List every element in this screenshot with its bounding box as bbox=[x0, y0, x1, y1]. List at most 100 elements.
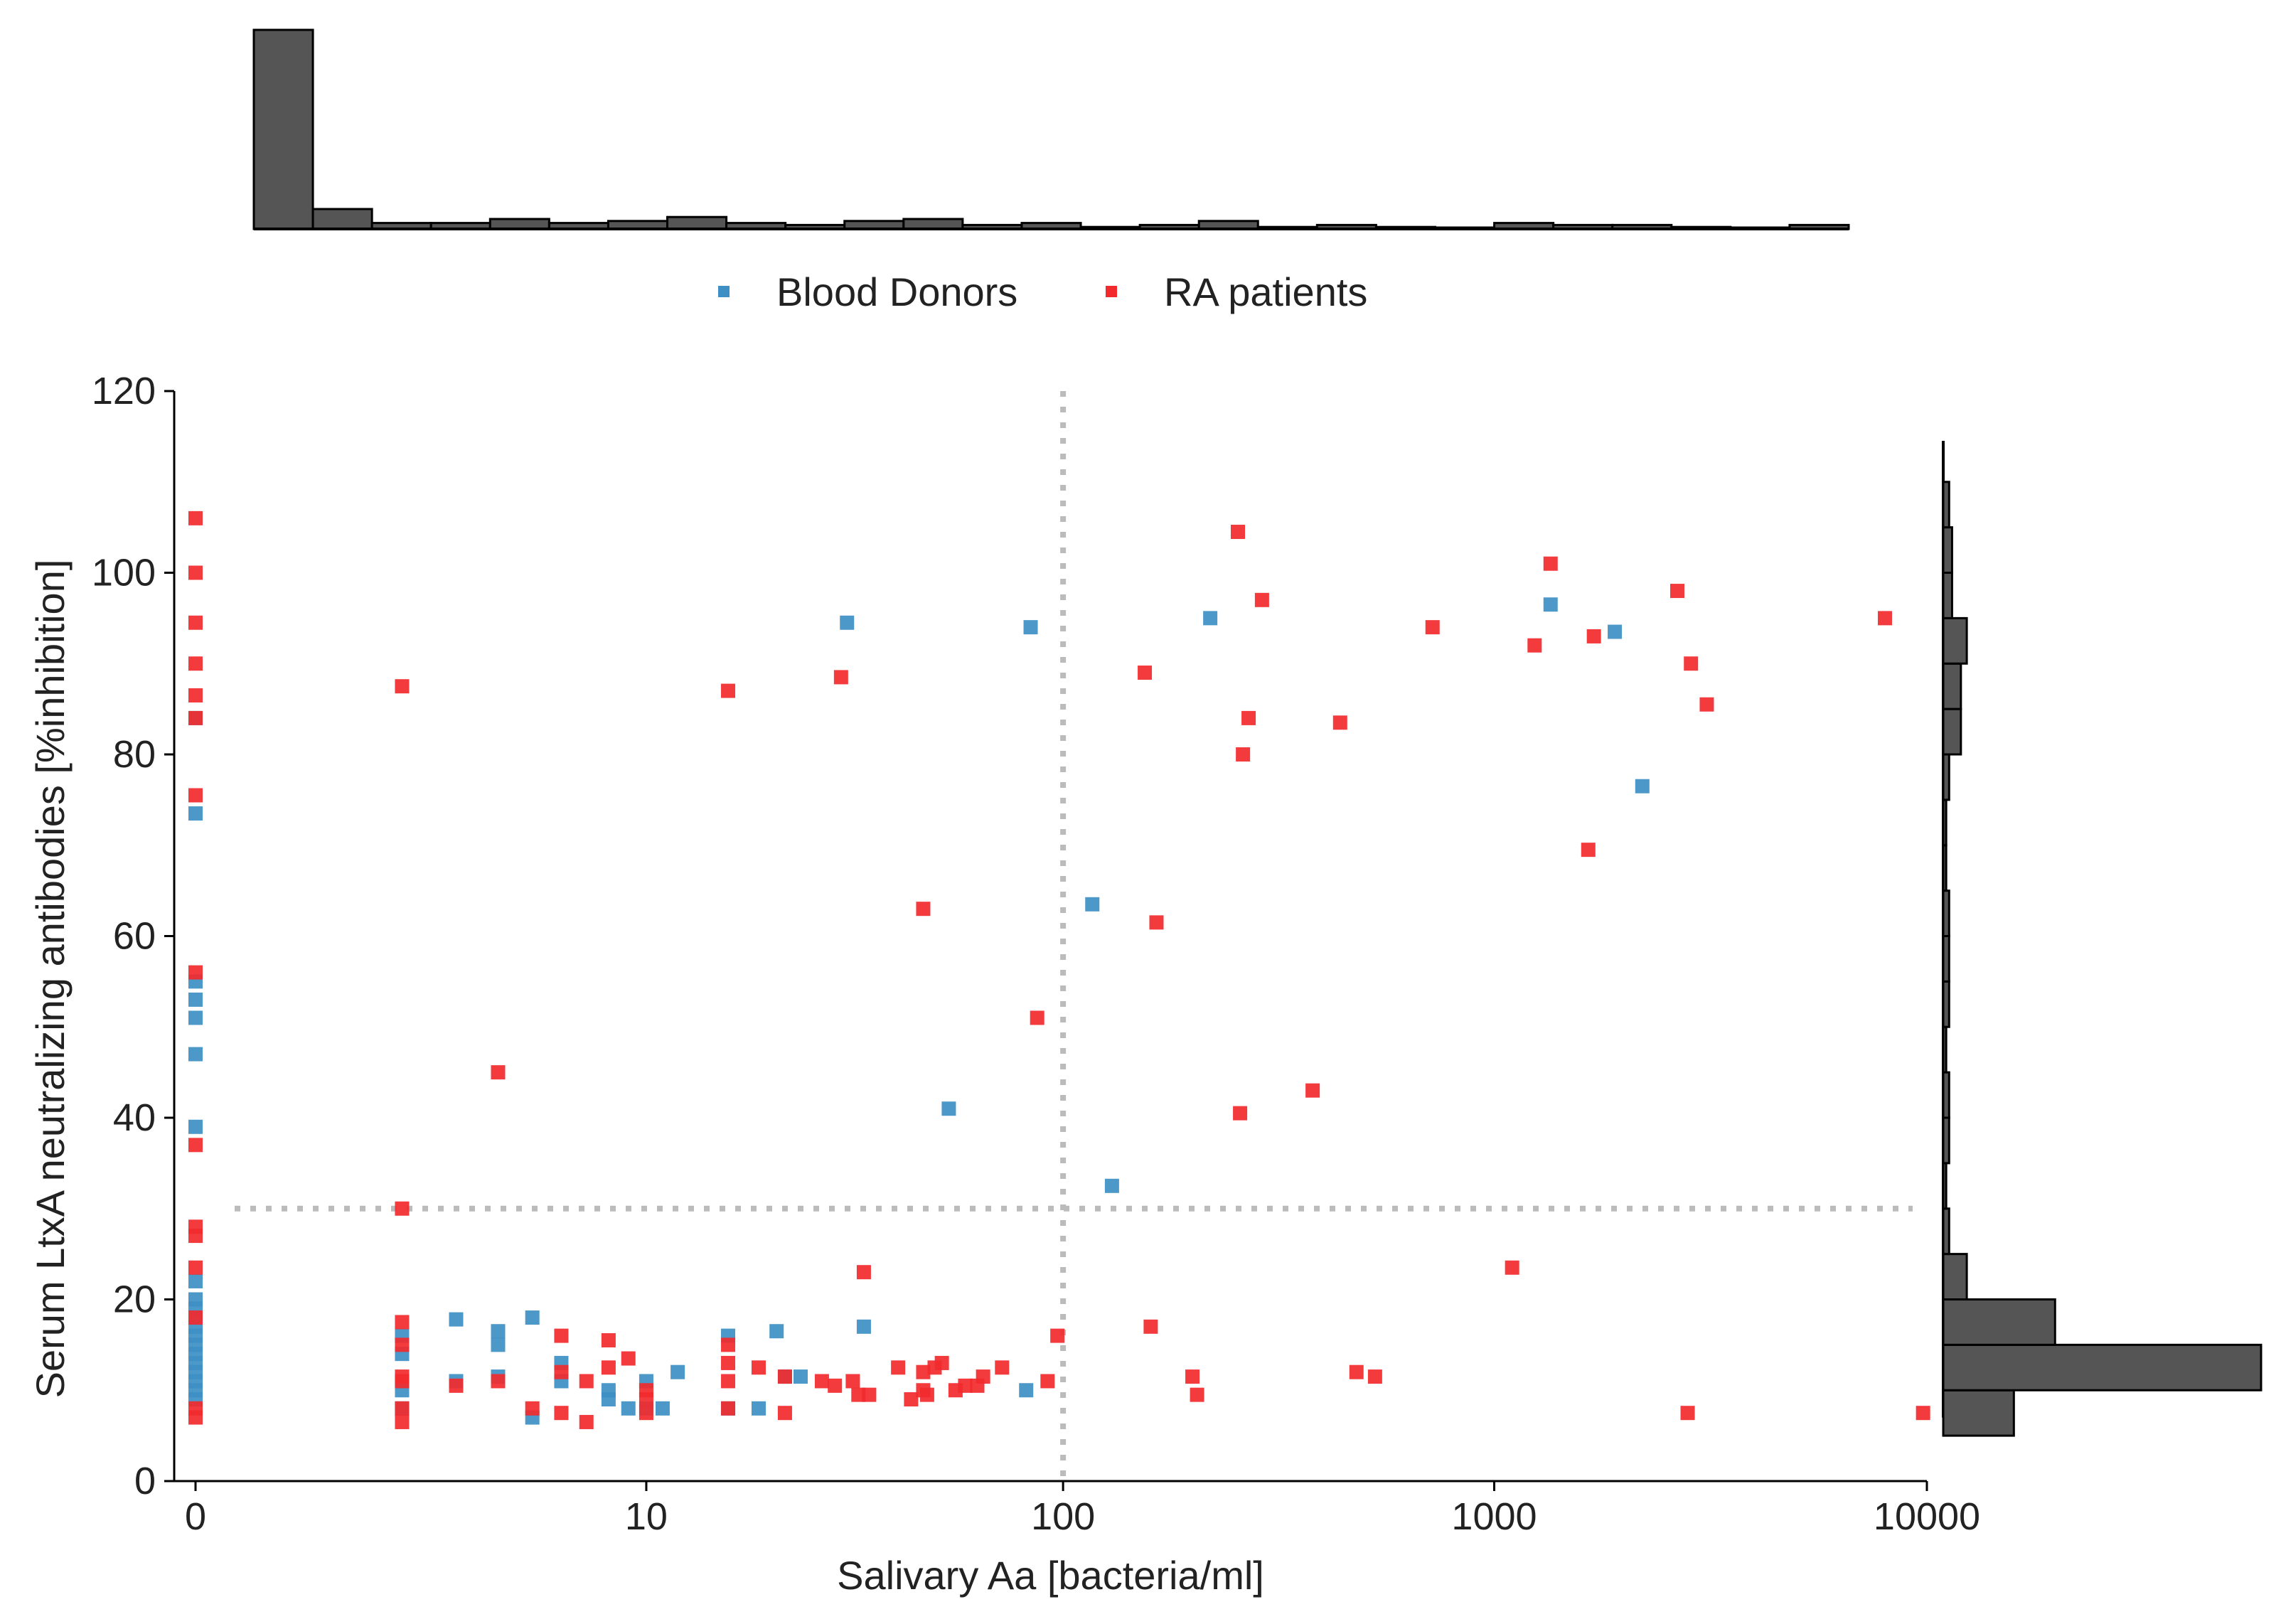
data-point bbox=[188, 1119, 203, 1134]
data-point bbox=[721, 1374, 736, 1389]
y-tick-label: 120 bbox=[92, 370, 156, 412]
x-tick-label: 10000 bbox=[1874, 1495, 1980, 1538]
right-histogram bbox=[1942, 441, 2262, 1437]
data-point bbox=[188, 965, 203, 980]
data-point bbox=[1203, 611, 1218, 626]
data-point bbox=[579, 1374, 594, 1389]
data-point bbox=[449, 1378, 464, 1393]
data-point bbox=[188, 1229, 203, 1244]
data-point bbox=[1104, 1178, 1119, 1193]
series-blood-donors bbox=[188, 597, 1650, 1425]
data-point bbox=[601, 1360, 616, 1375]
data-point bbox=[856, 1319, 871, 1334]
data-point bbox=[188, 1310, 203, 1325]
reference-lines bbox=[235, 391, 1913, 1481]
top-histogram-bar bbox=[666, 215, 728, 230]
right-histogram-bar bbox=[1942, 980, 1950, 1028]
data-point bbox=[1543, 597, 1558, 612]
data-point bbox=[1143, 1319, 1158, 1334]
data-point bbox=[845, 1374, 860, 1389]
data-point bbox=[554, 1364, 569, 1379]
right-histogram-bar bbox=[1942, 1116, 1950, 1165]
y-tick-label: 60 bbox=[113, 915, 156, 958]
data-point bbox=[1684, 656, 1699, 671]
right-histogram-bar bbox=[1942, 1071, 1950, 1119]
data-point bbox=[188, 565, 203, 580]
data-point bbox=[1505, 1260, 1519, 1275]
data-point bbox=[1185, 1369, 1200, 1384]
y-tick-label: 40 bbox=[113, 1096, 156, 1139]
right-histogram-bar bbox=[1942, 844, 1948, 892]
data-point bbox=[1236, 747, 1251, 762]
data-point bbox=[1019, 1383, 1034, 1398]
top-histogram-bar bbox=[252, 28, 314, 230]
data-point bbox=[188, 511, 203, 525]
data-point bbox=[958, 1378, 973, 1393]
data-point bbox=[995, 1360, 1010, 1375]
data-point bbox=[655, 1401, 670, 1416]
data-point bbox=[621, 1401, 636, 1416]
data-point bbox=[1543, 556, 1558, 571]
top-histogram-bar bbox=[902, 218, 964, 230]
data-point bbox=[862, 1387, 877, 1402]
data-point bbox=[1050, 1328, 1065, 1343]
data-point bbox=[904, 1392, 919, 1407]
data-point bbox=[188, 788, 203, 803]
right-histogram-bar bbox=[1942, 662, 1962, 710]
right-histogram-bar bbox=[1942, 572, 1953, 619]
y-axis-label: Serum LtxA neutralizing antibodies [%inh… bbox=[28, 560, 73, 1399]
data-point bbox=[525, 1310, 540, 1325]
data-point bbox=[833, 670, 848, 685]
right-histogram-bar bbox=[1942, 753, 1950, 801]
legend: Blood Donors RA patients bbox=[718, 269, 1367, 314]
y-tick-label: 0 bbox=[134, 1460, 156, 1502]
data-point bbox=[976, 1369, 990, 1384]
right-histogram-bar bbox=[1942, 481, 1950, 529]
data-point bbox=[1680, 1406, 1695, 1421]
data-point bbox=[491, 1374, 506, 1389]
data-point bbox=[395, 1201, 410, 1216]
data-point bbox=[395, 1337, 410, 1352]
legend-label-blood-donors: Blood Donors bbox=[776, 269, 1017, 314]
data-point bbox=[721, 683, 736, 698]
data-point bbox=[601, 1332, 616, 1347]
data-point bbox=[721, 1355, 736, 1370]
data-point bbox=[188, 710, 203, 725]
data-point bbox=[188, 992, 203, 1007]
data-point bbox=[1040, 1374, 1055, 1389]
y-tick-label: 20 bbox=[113, 1278, 156, 1321]
data-point bbox=[1425, 620, 1440, 635]
top-histogram bbox=[252, 28, 1850, 230]
data-point bbox=[1233, 1106, 1248, 1121]
data-point bbox=[1635, 779, 1650, 794]
data-point bbox=[395, 1315, 410, 1330]
top-histogram-bar bbox=[311, 208, 373, 230]
right-histogram-bar bbox=[1942, 1162, 1948, 1210]
right-histogram-bar bbox=[1942, 1298, 2056, 1346]
data-point bbox=[1367, 1369, 1382, 1384]
data-point bbox=[769, 1324, 784, 1339]
data-point bbox=[828, 1378, 843, 1393]
data-point bbox=[919, 1387, 934, 1402]
data-point bbox=[579, 1414, 594, 1429]
data-point bbox=[916, 902, 931, 917]
data-point bbox=[188, 1273, 203, 1288]
data-point bbox=[491, 1324, 506, 1339]
data-point bbox=[721, 1337, 736, 1352]
data-point bbox=[1030, 1010, 1044, 1025]
x-axis-label: Salivary Aa [bacteria/ml] bbox=[837, 1553, 1264, 1598]
data-point bbox=[1023, 620, 1038, 635]
data-point bbox=[1608, 624, 1623, 639]
data-point bbox=[1586, 629, 1601, 643]
data-point bbox=[856, 1265, 871, 1280]
x-tick-label: 100 bbox=[1031, 1495, 1095, 1538]
data-point bbox=[188, 1260, 203, 1275]
data-point bbox=[188, 806, 203, 821]
data-point bbox=[814, 1374, 829, 1389]
data-point bbox=[621, 1351, 636, 1366]
x-tick-label: 1000 bbox=[1451, 1495, 1537, 1538]
right-histogram-bar bbox=[1942, 1253, 1968, 1300]
data-point bbox=[491, 1337, 506, 1352]
data-point bbox=[777, 1406, 792, 1421]
